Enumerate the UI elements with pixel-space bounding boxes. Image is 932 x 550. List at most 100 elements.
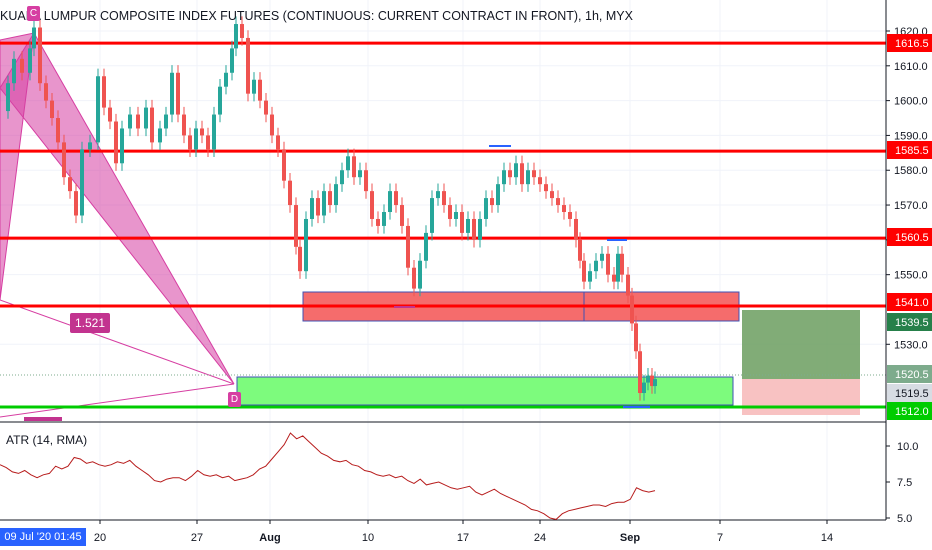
atr-axis-label: 5.0 (897, 513, 912, 525)
pattern-point-d-label[interactable]: D (228, 392, 241, 407)
candle-body (490, 198, 494, 206)
price-label-badge (887, 293, 932, 311)
candle-body (582, 260, 586, 282)
candle-body (412, 267, 416, 289)
candle-body (370, 191, 374, 219)
candle-body (170, 72, 174, 115)
candle-body (128, 114, 132, 129)
pattern-ratio-label[interactable]: 1.521 (70, 313, 110, 333)
price-label-badge (887, 402, 932, 420)
candle-body (364, 170, 368, 192)
candle-body (50, 100, 54, 119)
pattern-point-c-label[interactable]: C (27, 6, 40, 21)
candle-body (418, 260, 422, 289)
price-axis-label: 1580.0 (894, 165, 928, 177)
candle-body (144, 107, 148, 129)
candle-body (298, 246, 302, 272)
crosshair-date-label: 09 Jul '20 01:45 (0, 528, 86, 546)
candle-body (38, 27, 42, 84)
pattern-line-xd (0, 383, 235, 418)
candle-body (454, 212, 458, 219)
price-axis-label: 1610.0 (894, 61, 928, 73)
candle-body (630, 295, 634, 324)
candle-body (276, 135, 280, 150)
candle-body (150, 107, 154, 143)
candle-body (80, 149, 84, 216)
candle-body (538, 177, 542, 185)
position-target-zone[interactable] (742, 310, 860, 379)
candle-body (340, 170, 344, 185)
candle-body (556, 198, 560, 206)
candle-body (460, 212, 464, 233)
time-axis-label: Aug (259, 532, 280, 544)
time-axis-label: 27 (191, 532, 203, 544)
candle-body (466, 218, 470, 233)
candle-body (526, 170, 530, 185)
price-label-text: 1560.5 (895, 232, 929, 244)
pattern-line-bd (0, 299, 235, 385)
price-label-text: 1520.5 (895, 369, 929, 381)
candle-body (212, 114, 216, 150)
candle-body (352, 156, 356, 178)
candle-body (430, 198, 434, 233)
candle-body (400, 205, 404, 226)
candle-body (442, 191, 446, 206)
candle-body (436, 191, 440, 199)
candle-body (346, 156, 350, 171)
candle-body (334, 184, 338, 206)
candle-body (102, 76, 106, 108)
candle-body (108, 107, 112, 122)
candle-body (544, 184, 548, 192)
candle-body (612, 274, 616, 282)
price-axis-label: 1530.0 (894, 339, 928, 351)
candle-body (394, 191, 398, 206)
candle-body (502, 170, 506, 185)
candle-body (96, 76, 100, 143)
candle-body (264, 100, 268, 115)
candle-body (550, 191, 554, 199)
candle-body (56, 118, 60, 143)
candle-body (182, 114, 186, 136)
demand-zone[interactable] (236, 376, 734, 406)
candle-body (376, 218, 380, 226)
candle-body (358, 170, 362, 178)
candle-body (328, 191, 332, 206)
candle-body (562, 205, 566, 213)
chart-title: KUALA LUMPUR COMPOSITE INDEX FUTURES (CO… (0, 9, 633, 23)
candle-body (44, 83, 48, 101)
candle-body (600, 253, 604, 261)
candle-body (508, 170, 512, 178)
price-axis-label: 1590.0 (894, 130, 928, 142)
position-stop-zone[interactable] (742, 379, 860, 415)
candle-body (258, 79, 262, 101)
candle-body (626, 274, 630, 296)
candle-body (12, 58, 16, 84)
candle-body (472, 218, 476, 240)
candle-body (514, 163, 518, 178)
candle-body (206, 135, 210, 150)
candle-body (200, 128, 204, 136)
candle-body (616, 253, 620, 282)
price-label-badge (887, 141, 932, 159)
price-label-text: 1519.5 (895, 388, 929, 400)
candle-body (88, 142, 92, 150)
time-axis-label: 14 (821, 532, 833, 544)
candle-body (606, 253, 610, 275)
price-label-badge (887, 228, 932, 246)
candle-body (478, 218, 482, 240)
time-axis-label: 17 (457, 532, 469, 544)
candle-body (388, 191, 392, 213)
candle-body (32, 27, 36, 49)
atr-axis-label: 10.0 (897, 441, 918, 453)
price-axis-label: 1570.0 (894, 200, 928, 212)
time-axis-label: Sep (620, 532, 640, 544)
candle-body (136, 114, 140, 129)
candle-body (270, 114, 274, 136)
candle-body (424, 232, 428, 261)
candle-body (650, 375, 654, 387)
candle-body (68, 177, 72, 192)
price-label-badge (887, 313, 932, 331)
candle-body (520, 163, 524, 185)
candle-body (588, 271, 592, 282)
